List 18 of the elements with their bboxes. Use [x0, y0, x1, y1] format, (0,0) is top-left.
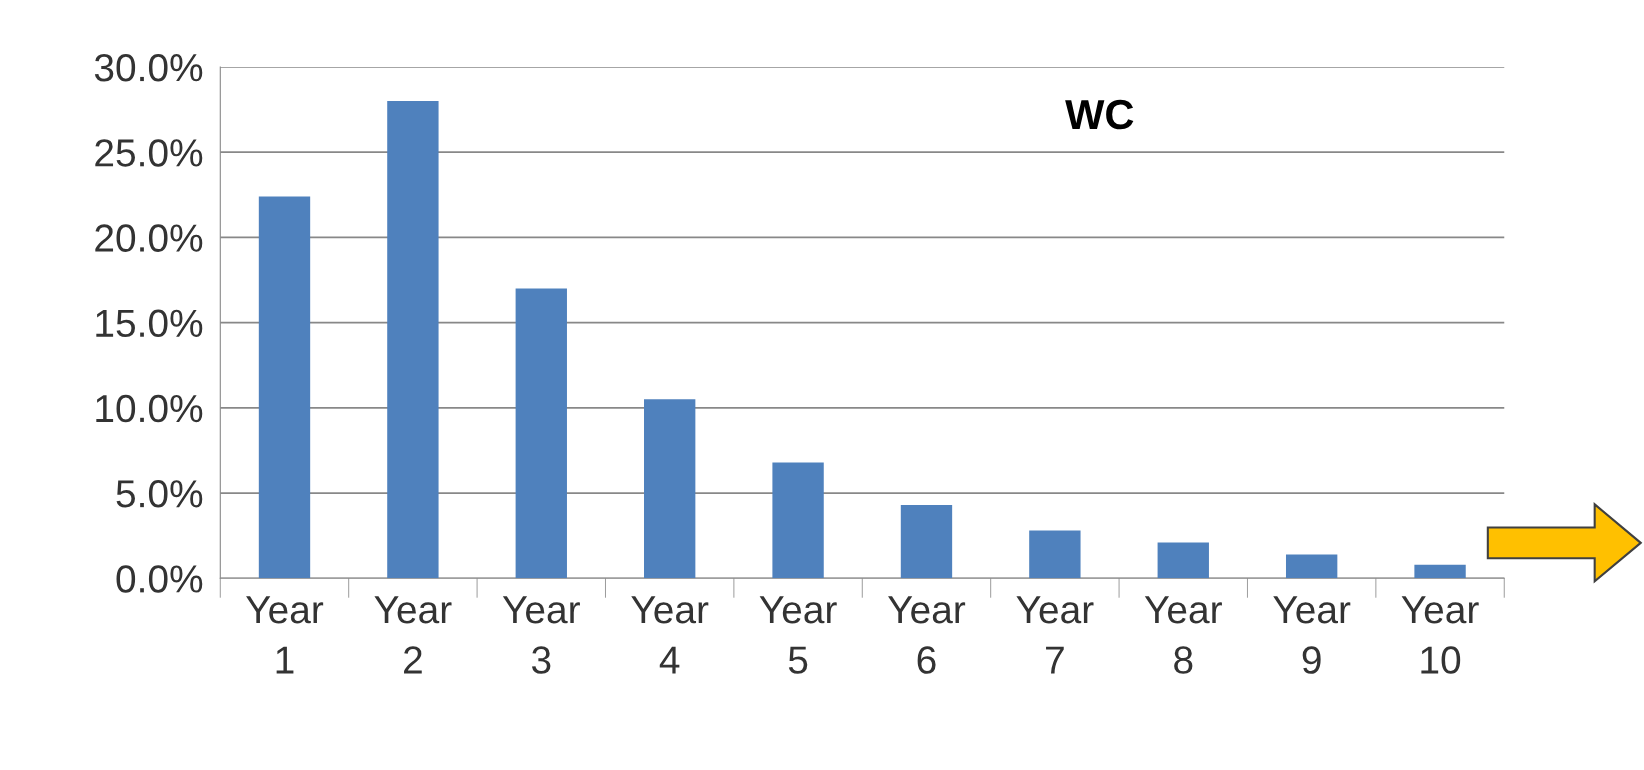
y-tick-label: 30.0%: [94, 53, 203, 82]
x-tick-label: Year 9: [1273, 596, 1351, 674]
y-tick-label: 10.0%: [96, 394, 203, 423]
y-tick-label: 0.0%: [116, 565, 203, 593]
annotation: WC: [1065, 99, 1134, 130]
x-tick-label: Year 3: [502, 596, 580, 674]
x-tick-label: Year 7: [1016, 596, 1094, 674]
x-tick-label: Year 6: [888, 596, 966, 674]
x-tick-label: Year 1: [246, 596, 324, 674]
y-tick-label: 25.0%: [95, 139, 203, 167]
x-tick-label: Year 8: [1144, 596, 1222, 674]
x-tick-label: Year 10: [1401, 596, 1479, 674]
y-tick-label: 20.0%: [95, 224, 203, 252]
y-tick-label: 15.0%: [96, 309, 203, 338]
x-tick-label: Year 2: [374, 596, 452, 674]
y-tick-label: 5.0%: [116, 479, 203, 508]
x-tick-label: Year 5: [759, 596, 837, 674]
x-tick-label: Year 4: [631, 596, 709, 674]
